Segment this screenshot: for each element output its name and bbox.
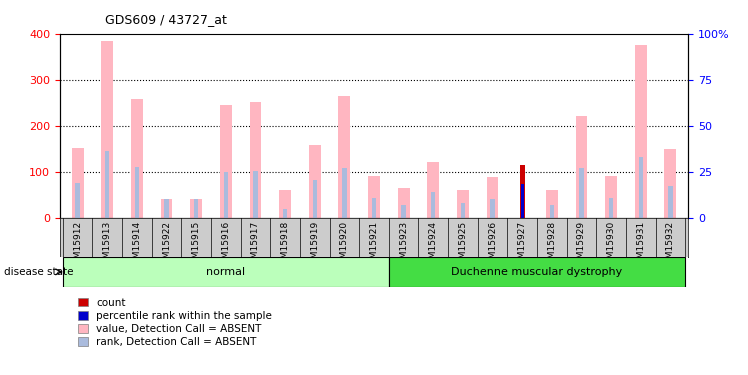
Text: GSM15927: GSM15927 <box>518 220 527 270</box>
Text: GSM15915: GSM15915 <box>191 220 200 270</box>
Bar <box>550 205 554 218</box>
Text: GSM15925: GSM15925 <box>459 220 468 270</box>
Bar <box>135 167 139 218</box>
Bar <box>668 186 672 218</box>
Bar <box>76 183 80 218</box>
Text: GSM15912: GSM15912 <box>73 220 82 270</box>
Bar <box>521 184 524 218</box>
Text: GSM15931: GSM15931 <box>637 220 646 270</box>
Bar <box>224 172 228 217</box>
Text: GSM15920: GSM15920 <box>340 220 349 270</box>
Bar <box>309 145 321 218</box>
Bar <box>220 105 232 218</box>
Bar <box>161 199 173 217</box>
Bar <box>194 199 198 217</box>
Bar <box>457 190 469 217</box>
Bar <box>487 177 498 218</box>
Bar <box>72 148 84 217</box>
Bar <box>639 157 643 218</box>
Text: Duchenne muscular dystrophy: Duchenne muscular dystrophy <box>451 267 622 277</box>
Bar <box>427 162 439 218</box>
Text: GSM15914: GSM15914 <box>132 220 141 270</box>
Text: GDS609 / 43727_at: GDS609 / 43727_at <box>105 13 227 26</box>
Text: GSM15913: GSM15913 <box>102 220 111 270</box>
Bar <box>431 192 435 217</box>
Bar <box>389 257 685 287</box>
Text: GSM15928: GSM15928 <box>548 220 557 270</box>
Text: GSM15919: GSM15919 <box>310 220 319 270</box>
Text: GSM15922: GSM15922 <box>162 220 171 270</box>
Bar <box>398 188 410 218</box>
Bar <box>338 96 350 218</box>
Bar <box>101 40 113 218</box>
Bar <box>250 102 261 217</box>
Text: GSM15923: GSM15923 <box>399 220 408 270</box>
Bar <box>579 168 583 217</box>
Bar <box>546 190 558 217</box>
Text: GSM15929: GSM15929 <box>577 220 586 270</box>
Bar <box>491 199 494 217</box>
Bar <box>313 180 317 218</box>
Text: GSM15916: GSM15916 <box>221 220 230 270</box>
Bar <box>165 199 169 217</box>
Text: GSM15924: GSM15924 <box>429 220 438 270</box>
Bar <box>372 198 376 217</box>
Bar <box>63 257 389 287</box>
Bar <box>279 190 291 217</box>
Text: GSM15921: GSM15921 <box>370 220 378 270</box>
Text: disease state: disease state <box>4 267 73 277</box>
Text: GSM15930: GSM15930 <box>607 220 616 270</box>
Bar <box>402 205 406 218</box>
Bar <box>190 199 202 217</box>
Text: GSM15918: GSM15918 <box>280 220 289 270</box>
Bar <box>283 209 287 218</box>
Legend: count, percentile rank within the sample, value, Detection Call = ABSENT, rank, : count, percentile rank within the sample… <box>78 298 272 347</box>
Text: GSM15932: GSM15932 <box>666 220 675 270</box>
Bar <box>575 116 587 218</box>
Bar <box>520 165 525 218</box>
Bar <box>635 45 647 218</box>
Bar <box>342 168 346 217</box>
Text: GSM15917: GSM15917 <box>251 220 260 270</box>
Bar <box>368 176 380 218</box>
Bar <box>131 99 143 218</box>
Bar <box>605 176 617 218</box>
Text: normal: normal <box>206 267 245 277</box>
Bar <box>609 198 613 217</box>
Bar <box>254 171 257 217</box>
Bar <box>105 151 109 217</box>
Bar <box>664 148 676 217</box>
Bar <box>461 203 465 217</box>
Text: GSM15926: GSM15926 <box>488 220 497 270</box>
